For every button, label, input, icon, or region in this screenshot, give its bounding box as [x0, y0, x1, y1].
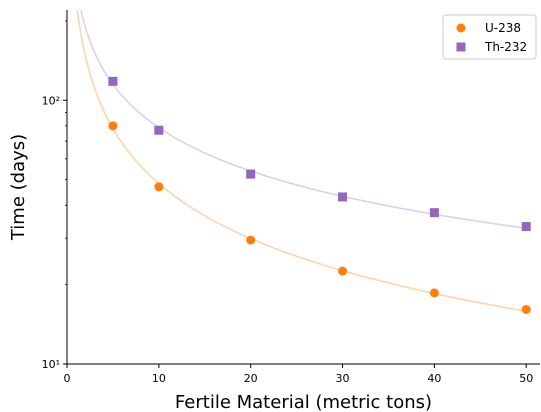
data-point-th232: [521, 222, 531, 232]
y-tick-label: 10²: [42, 94, 60, 107]
data-point-th232: [429, 208, 439, 218]
legend-marker-u238: [456, 23, 466, 33]
data-markers: [108, 76, 531, 314]
y-tick-label: 10¹: [42, 358, 60, 371]
y-axis-ticks: 10¹ 10²: [42, 20, 67, 371]
data-point-u238: [246, 235, 256, 245]
data-point-u238: [429, 288, 439, 298]
fit-curves: [76, 9, 527, 312]
legend-box: [442, 14, 537, 60]
data-point-u238: [108, 121, 118, 131]
legend-label-th232: Th-232: [484, 40, 527, 54]
fit-curve-th232: [80, 9, 527, 230]
plot-area: [76, 9, 531, 314]
legend-label-u238: U-238: [485, 21, 521, 35]
x-tick-label: 20: [244, 372, 258, 385]
x-tick-label: 50: [519, 372, 533, 385]
data-point-u238: [521, 304, 531, 314]
data-point-u238: [154, 182, 164, 192]
y-axis-title: Time (days): [8, 134, 29, 241]
x-tick-label: 10: [152, 372, 166, 385]
data-point-th232: [108, 76, 118, 86]
fit-curve-u238: [76, 9, 527, 312]
x-axis-ticks: 0 10 20 30 40 50: [64, 364, 533, 385]
legend-marker-th232: [456, 42, 466, 52]
x-tick-label: 0: [64, 372, 71, 385]
x-axis-title: Fertile Material (metric tons): [175, 392, 432, 412]
x-tick-label: 30: [336, 372, 350, 385]
data-point-th232: [338, 192, 348, 202]
data-point-u238: [338, 266, 348, 276]
legend: U-238 Th-232: [442, 14, 537, 60]
data-point-th232: [246, 169, 256, 179]
data-point-th232: [154, 125, 164, 135]
x-tick-label: 40: [427, 372, 441, 385]
